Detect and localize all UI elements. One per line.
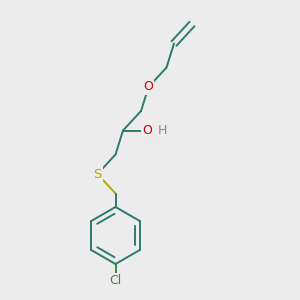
Text: S: S xyxy=(93,167,102,181)
Text: O: O xyxy=(142,124,152,137)
Text: H: H xyxy=(158,124,167,137)
Text: O: O xyxy=(144,80,153,94)
Text: Cl: Cl xyxy=(110,274,122,287)
